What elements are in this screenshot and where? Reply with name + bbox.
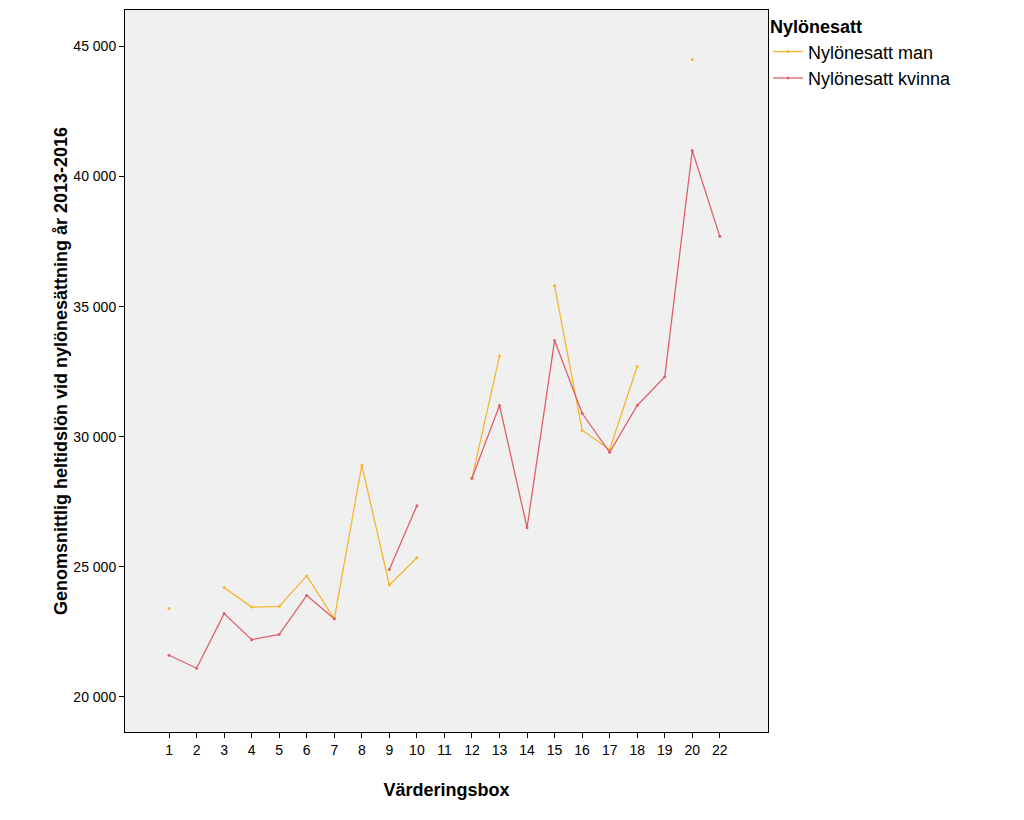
svg-text:9: 9 bbox=[385, 742, 393, 758]
svg-text:12: 12 bbox=[464, 742, 480, 758]
svg-text:22: 22 bbox=[712, 742, 728, 758]
svg-text:20 000: 20 000 bbox=[73, 689, 116, 705]
svg-text:20: 20 bbox=[684, 742, 700, 758]
svg-text:11: 11 bbox=[437, 742, 452, 758]
svg-text:35 000: 35 000 bbox=[73, 299, 116, 315]
svg-text:16: 16 bbox=[574, 742, 590, 758]
svg-text:7: 7 bbox=[330, 742, 338, 758]
svg-text:Nylönesatt man: Nylönesatt man bbox=[808, 43, 933, 63]
svg-text:10: 10 bbox=[409, 742, 425, 758]
svg-text:6: 6 bbox=[303, 742, 311, 758]
svg-text:19: 19 bbox=[657, 742, 673, 758]
svg-text:17: 17 bbox=[602, 742, 618, 758]
svg-text:30 000: 30 000 bbox=[73, 429, 116, 445]
svg-text:4: 4 bbox=[248, 742, 256, 758]
svg-text:Genomsnittlig heltidslön vid n: Genomsnittlig heltidslön vid nylönesättn… bbox=[51, 127, 71, 615]
svg-text:3: 3 bbox=[220, 742, 228, 758]
svg-text:Nylönesatt kvinna: Nylönesatt kvinna bbox=[808, 69, 951, 89]
svg-text:15: 15 bbox=[547, 742, 563, 758]
svg-text:45 000: 45 000 bbox=[73, 38, 116, 54]
svg-text:2: 2 bbox=[193, 742, 201, 758]
svg-text:8: 8 bbox=[358, 742, 366, 758]
svg-text:5: 5 bbox=[275, 742, 283, 758]
svg-text:13: 13 bbox=[492, 742, 508, 758]
svg-text:Nylönesatt: Nylönesatt bbox=[770, 17, 862, 37]
svg-text:1: 1 bbox=[165, 742, 173, 758]
svg-text:40 000: 40 000 bbox=[73, 168, 116, 184]
svg-text:Värderingsbox: Värderingsbox bbox=[383, 780, 509, 800]
svg-text:14: 14 bbox=[519, 742, 535, 758]
svg-text:25 000: 25 000 bbox=[73, 559, 116, 575]
svg-text:18: 18 bbox=[629, 742, 645, 758]
